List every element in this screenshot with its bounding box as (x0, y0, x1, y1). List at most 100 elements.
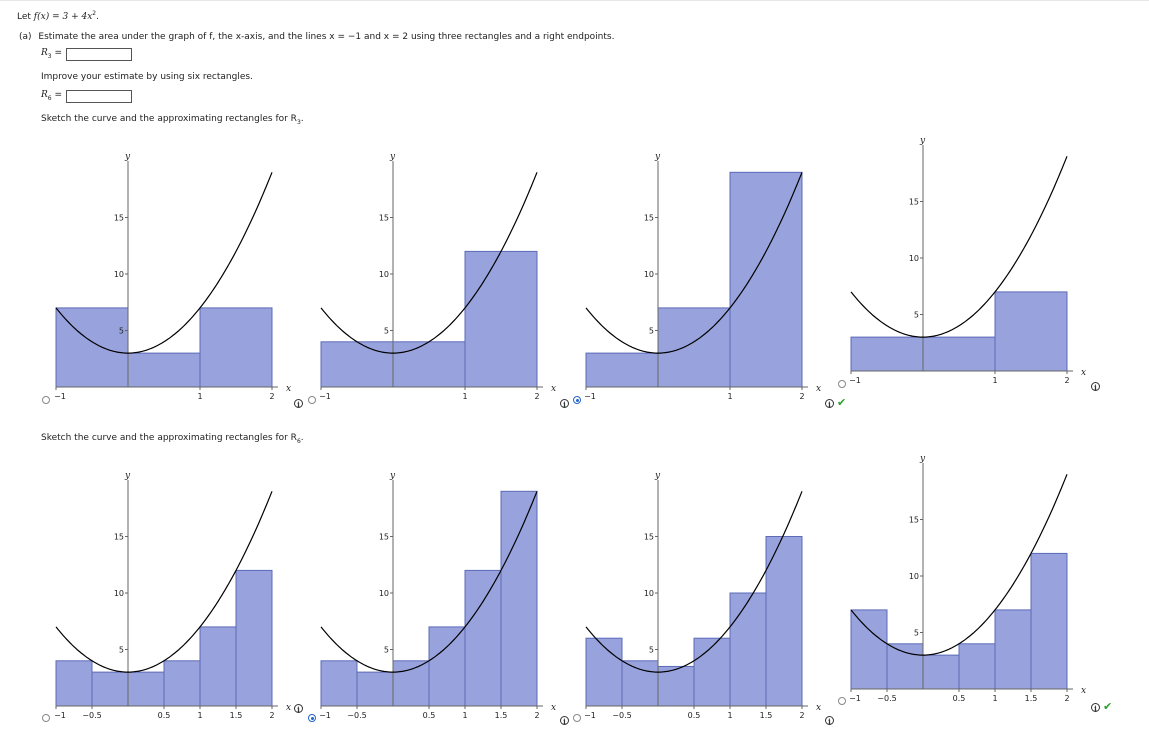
x-tick-label: 2 (799, 711, 804, 720)
x-tick-label: −0.5 (347, 711, 366, 720)
radio-r3-option-3[interactable] (573, 396, 581, 404)
radio-r6-option-4[interactable] (838, 697, 846, 705)
function-curve (850, 156, 1068, 338)
x-axis-label: x (286, 703, 291, 713)
y-axis-label: y (124, 471, 131, 481)
graph-r3-option-2: 5 10 15 −1 1 2 x y (319, 152, 556, 401)
info-icon[interactable]: i (294, 399, 303, 409)
rectangle-bar (1030, 552, 1068, 690)
y-tick-label: 15 (644, 214, 654, 223)
rectangle-bar (886, 643, 924, 690)
rectangle-bar (729, 592, 767, 707)
x-tick-label: 2 (1064, 376, 1069, 385)
x-tick-label: 1.5 (495, 711, 508, 720)
y-axis-label: y (389, 152, 396, 162)
sketch-r6-label: Sketch the curve and the approximating r… (41, 433, 297, 443)
info-icon[interactable]: i (560, 716, 569, 726)
r3-answer-input[interactable] (66, 48, 132, 61)
function-exponent: 2 (92, 10, 97, 17)
problem-statement: Let f(x) = 3 + 4x2. (17, 10, 99, 22)
y-tick-label: 5 (649, 646, 654, 655)
rectangle-bar (235, 569, 273, 707)
radio-r6-option-3[interactable] (573, 714, 581, 722)
info-icon[interactable]: i (1091, 382, 1100, 392)
info-icon[interactable]: i (825, 399, 834, 409)
rectangle-bar (392, 660, 430, 707)
x-tick-label: −1 (54, 392, 66, 401)
r6-answer-input[interactable] (66, 90, 132, 103)
rectangle-bar (693, 637, 731, 707)
sketch-r3-label: Sketch the curve and the approximating r… (41, 114, 297, 124)
rectangle-bar (657, 665, 695, 707)
x-tick-label: 1 (992, 376, 997, 385)
y-axis-label: y (919, 136, 926, 146)
graph-r3-option-4: 5 10 15 −1 1 2 x y (849, 136, 1086, 385)
y-axis-label: y (654, 471, 661, 481)
x-axis-label: x (1081, 368, 1086, 378)
rectangle-bar (199, 307, 273, 388)
y-tick-label: 15 (114, 533, 124, 542)
part-a-text: Estimate the area under the graph of f, … (38, 32, 615, 42)
x-tick-label: −1 (319, 392, 331, 401)
x-tick-label: 1.5 (760, 711, 773, 720)
rectangle-bar (320, 660, 358, 707)
y-tick-label: 15 (909, 198, 919, 207)
graph-r6-option-1: 5 10 15 −1 −0.5 0.5 1 1.5 2 x y (54, 471, 291, 720)
y-tick-label: 10 (644, 270, 654, 279)
y-tick-label: 15 (379, 214, 389, 223)
x-tick-label: −1 (849, 694, 861, 703)
statement-suffix: . (96, 12, 99, 22)
y-tick-label: 5 (384, 327, 389, 336)
y-tick-label: 5 (119, 327, 124, 336)
radio-r6-option-2[interactable] (308, 714, 316, 722)
x-tick-label: 0.5 (953, 694, 966, 703)
x-tick-label: −0.5 (877, 694, 896, 703)
x-tick-label: 1 (462, 392, 467, 401)
x-tick-label: 1 (462, 711, 467, 720)
function-curve (320, 172, 538, 354)
x-tick-label: 2 (534, 392, 539, 401)
x-tick-label: −1 (319, 711, 331, 720)
rectangle-bar (994, 291, 1068, 372)
x-tick-label: 1 (992, 694, 997, 703)
x-tick-label: −0.5 (612, 711, 631, 720)
y-tick-label: 10 (114, 270, 124, 279)
rectangle-bar (729, 171, 803, 388)
part-a-label: (a) (19, 32, 32, 42)
x-tick-label: −1 (584, 711, 596, 720)
radio-r3-option-1[interactable] (42, 396, 50, 404)
x-tick-label: −1 (849, 376, 861, 385)
x-tick-label: 1 (727, 392, 732, 401)
rectangle-bar (958, 643, 996, 690)
x-tick-label: 1.5 (1025, 694, 1038, 703)
sketch-r3-subscript: 3 (296, 118, 301, 126)
info-icon[interactable]: i (560, 399, 569, 409)
rectangle-bar (765, 536, 803, 707)
radio-r3-option-4[interactable] (838, 380, 846, 388)
y-tick-label: 10 (379, 589, 389, 598)
x-tick-label: −1 (584, 392, 596, 401)
r3-subscript: 3 (47, 52, 52, 60)
info-icon[interactable]: i (825, 716, 834, 726)
x-axis-label: x (551, 384, 556, 394)
info-icon[interactable]: i (1091, 703, 1100, 713)
r6-label: R6 = (41, 90, 63, 102)
radio-r3-option-2[interactable] (308, 396, 316, 404)
rectangle-bar (994, 609, 1032, 690)
x-axis-label: x (551, 703, 556, 713)
radio-r6-option-1[interactable] (42, 714, 50, 722)
rectangle-bar (585, 352, 659, 388)
r6-letter: R (41, 90, 48, 100)
y-tick-label: 10 (379, 270, 389, 279)
y-tick-label: 5 (914, 311, 919, 320)
x-axis-label: x (286, 384, 291, 394)
improve-text: Improve your estimate by using six recta… (41, 72, 253, 82)
x-tick-label: 1 (197, 711, 202, 720)
y-tick-label: 15 (644, 533, 654, 542)
rectangle-bar (127, 352, 201, 388)
y-tick-label: 15 (379, 533, 389, 542)
y-tick-label: 10 (114, 589, 124, 598)
info-icon[interactable]: i (294, 704, 303, 714)
function-curve (320, 491, 538, 673)
y-tick-label: 5 (914, 629, 919, 638)
